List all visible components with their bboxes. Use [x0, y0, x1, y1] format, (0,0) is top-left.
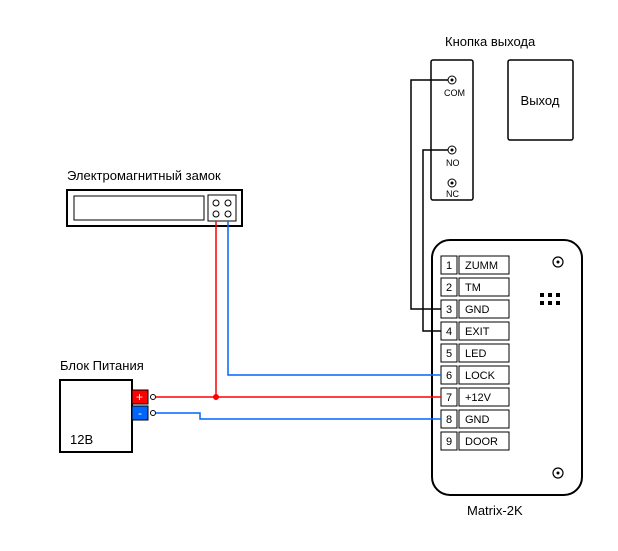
button-nc-label: NC	[446, 189, 459, 199]
reader-pin-label: LED	[465, 348, 486, 360]
wires	[156, 80, 448, 419]
wiring-diagram: Кнопка выхода COM NO NC Выход Электромаг…	[0, 0, 618, 551]
lock-title: Электромагнитный замок	[67, 168, 221, 183]
reader-pin-num: 4	[446, 326, 452, 338]
exit-button-label: Выход	[521, 93, 560, 108]
psu-voltage: 12В	[70, 432, 93, 447]
psu-title: Блок Питания	[60, 358, 144, 373]
reader-pin-label: GND	[465, 304, 490, 316]
button-no-label: NO	[446, 158, 460, 168]
reader-pin-num: 2	[446, 282, 452, 294]
psu-plus-label: +	[136, 390, 143, 404]
reader-pin-label: +12V	[465, 392, 492, 404]
reader-pin-num: 6	[446, 370, 452, 382]
reader-pin-label: LOCK	[465, 370, 496, 382]
reader-pin-num: 5	[446, 348, 452, 360]
wire-psu-minus-to-gnd	[156, 413, 441, 419]
reader-title: Matrix-2K	[467, 503, 523, 518]
button-title: Кнопка выхода	[445, 34, 536, 49]
exit-button-terminal-block: COM NO NC	[431, 60, 473, 200]
reader-pin-label: GND	[465, 414, 490, 426]
reader-pin-label: TM	[465, 282, 481, 294]
reader-pin-num: 8	[446, 414, 452, 426]
power-supply: 12В + -	[60, 380, 156, 452]
electromagnetic-lock	[67, 190, 242, 226]
button-com-label: COM	[444, 88, 465, 98]
reader-matrix-2k: 1 ZUMM 2 TM 3 GND 4 EXIT 5 LED 6 LOCK 7 +12V 8 GND 9 DOOR	[432, 240, 582, 495]
reader-pin-num: 7	[446, 392, 452, 404]
wire-junction-plus	[213, 394, 219, 400]
reader-pin-label: ZUMM	[465, 260, 498, 272]
psu-minus-label: -	[138, 406, 142, 420]
wire-lock-minus-to-lock	[228, 221, 441, 375]
reader-pin-label: EXIT	[465, 326, 490, 338]
reader-pin-num: 1	[446, 260, 452, 272]
reader-pin-label: DOOR	[465, 436, 498, 448]
exit-button: Выход	[508, 60, 573, 140]
reader-pin-num: 9	[446, 436, 452, 448]
reader-pin-num: 3	[446, 304, 452, 316]
